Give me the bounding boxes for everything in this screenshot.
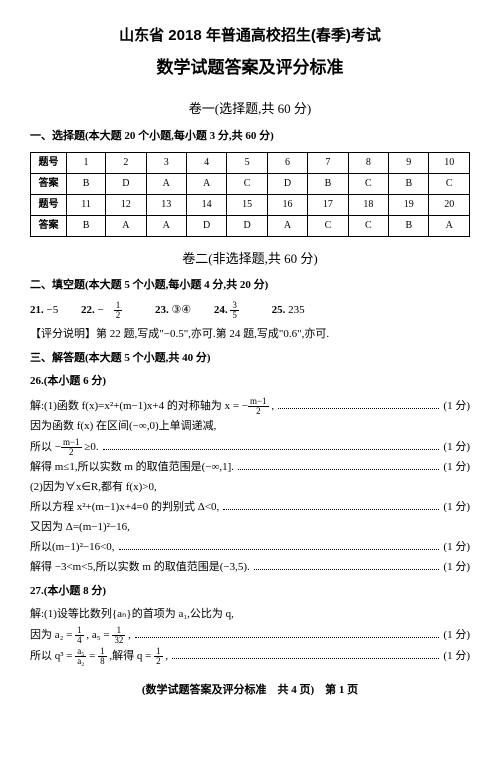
table-row: 答案 BDAACDBCBC bbox=[31, 173, 470, 194]
solution-line: 因为函数 f(x) 在区间(−∞,0)上单调递减, bbox=[30, 418, 470, 436]
solution-line: (2)因为∀x∈R,都有 f(x)>0, bbox=[30, 479, 470, 497]
section2-title: 卷二(非选择题,共 60 分) bbox=[30, 249, 470, 270]
solution-line: 解得 −3<m<5,所以实数 m 的取值范围是(−3,5).(1 分) bbox=[30, 559, 470, 577]
fill-blanks-row: 21. −5 22. −12 23. ③④ 24. 35 25. 235 bbox=[30, 301, 470, 320]
solution-line: 解:(1)设等比数列{aₙ}的首项为 a₁,公比为 q, bbox=[30, 606, 470, 624]
q27-label: 27.(本小题 8 分) bbox=[30, 583, 470, 601]
solve-heading: 三、解答题(本大题 5 个小题,共 40 分) bbox=[30, 350, 470, 368]
table-row: 答案 BAADDACCBA bbox=[31, 215, 470, 236]
solution-line: 所以 q³ = a₅a₂ = 18 ,解得 q = 12 , (1 分) bbox=[30, 647, 470, 666]
page-footer: (数学试题答案及评分标准 共 4 页) 第 1 页 bbox=[30, 682, 470, 700]
exam-title-line1: 山东省 2018 年普通高校招生(春季)考试 bbox=[30, 24, 470, 48]
solution-line: 因为 a₂ = 14 , a₅ = 132 , (1 分) bbox=[30, 626, 470, 645]
label-q: 题号 bbox=[31, 152, 67, 173]
grading-note: 【评分说明】第 22 题,写成"−0.5",亦可.第 24 题,写成"0.6",… bbox=[30, 326, 470, 344]
solution-line: 所以 −m−12 ≥0. (1 分) bbox=[30, 438, 470, 457]
answer-table: 题号 12345678910 答案 BDAACDBCBC 题号 11121314… bbox=[30, 152, 470, 237]
solution-line: 所以方程 x²+(m−1)x+4=0 的判别式 Δ<0,(1 分) bbox=[30, 499, 470, 517]
solution-line: 解:(1)函数 f(x)=x²+(m−1)x+4 的对称轴为 x = −m−12… bbox=[30, 397, 470, 416]
table-row: 题号 11121314151617181920 bbox=[31, 194, 470, 215]
mc-heading: 一、选择题(本大题 20 个小题,每小题 3 分,共 60 分) bbox=[30, 128, 470, 146]
label-a: 答案 bbox=[31, 215, 67, 236]
label-q: 题号 bbox=[31, 194, 67, 215]
section1-title: 卷一(选择题,共 60 分) bbox=[30, 99, 470, 120]
exam-title-line2: 数学试题答案及评分标准 bbox=[30, 54, 470, 81]
fill-heading: 二、填空题(本大题 5 个小题,每小题 4 分,共 20 分) bbox=[30, 277, 470, 295]
label-a: 答案 bbox=[31, 173, 67, 194]
q26-label: 26.(本小题 6 分) bbox=[30, 373, 470, 391]
solution-line: 又因为 Δ=(m−1)²−16, bbox=[30, 519, 470, 537]
table-row: 题号 12345678910 bbox=[31, 152, 470, 173]
solution-line: 解得 m≤1,所以实数 m 的取值范围是(−∞,1].(1 分) bbox=[30, 459, 470, 477]
solution-line: 所以(m−1)²−16<0,(1 分) bbox=[30, 539, 470, 557]
